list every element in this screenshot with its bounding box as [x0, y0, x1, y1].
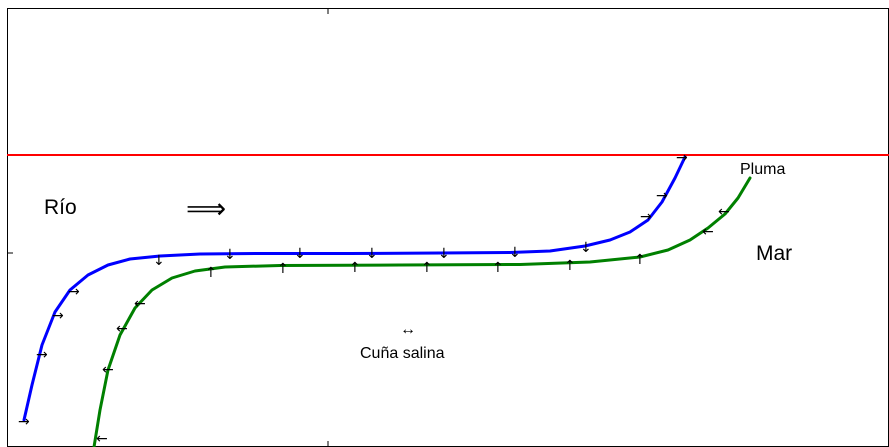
up-arrow-icon: ↑	[492, 260, 504, 276]
salt-wedge-label: Cuña salina	[360, 345, 445, 362]
up-arrow-icon: ↑	[349, 260, 361, 276]
wedge-double-arrow-icon: ↔	[400, 321, 416, 338]
river-label: Río	[44, 196, 77, 219]
salt-wedge-curve	[92, 176, 752, 447]
right-arrow-icon: →	[18, 414, 30, 430]
down-arrow-icon: ↓	[153, 253, 165, 269]
down-arrow-icon: ↓	[509, 245, 521, 261]
left-arrow-icon: ←	[134, 296, 146, 312]
down-arrow-icon: ↓	[366, 246, 378, 262]
down-arrow-icon: ↓	[224, 247, 236, 263]
left-arrow-icon: ←	[718, 204, 730, 220]
flow-arrow-icon: ⟹	[186, 193, 226, 224]
arrow-glyph-layer: →→→→→→→↓ ↓ ↓ ↓ ↓ ↓ ↓↑ ↑ ↑ ↑ ↑ ↑ ↑←←←←←←	[18, 150, 730, 447]
down-arrow-icon: ↓	[438, 246, 450, 262]
left-arrow-icon: ←	[96, 431, 108, 447]
up-arrow-icon: ↑	[634, 252, 646, 268]
up-arrow-icon: ↑	[421, 260, 433, 276]
up-arrow-icon: ↑	[564, 258, 576, 274]
plume-label: Pluma	[740, 161, 785, 178]
left-arrow-icon: ←	[102, 362, 114, 378]
river-freshwater-curve	[22, 155, 687, 422]
right-arrow-icon: →	[640, 209, 652, 225]
up-arrow-icon: ↑	[205, 265, 217, 281]
down-arrow-icon: ↓	[294, 246, 306, 262]
left-arrow-icon: ←	[702, 224, 714, 240]
right-arrow-icon: →	[68, 284, 80, 300]
right-arrow-icon: →	[676, 150, 688, 166]
right-arrow-icon: →	[656, 188, 668, 204]
right-arrow-icon: →	[52, 308, 64, 324]
down-arrow-icon: ↓	[580, 240, 592, 256]
left-arrow-icon: ←	[116, 321, 128, 337]
plot-frame	[7, 8, 889, 447]
sea-label: Mar	[756, 242, 792, 265]
up-arrow-icon: ↑	[277, 261, 289, 277]
right-arrow-icon: →	[36, 347, 48, 363]
